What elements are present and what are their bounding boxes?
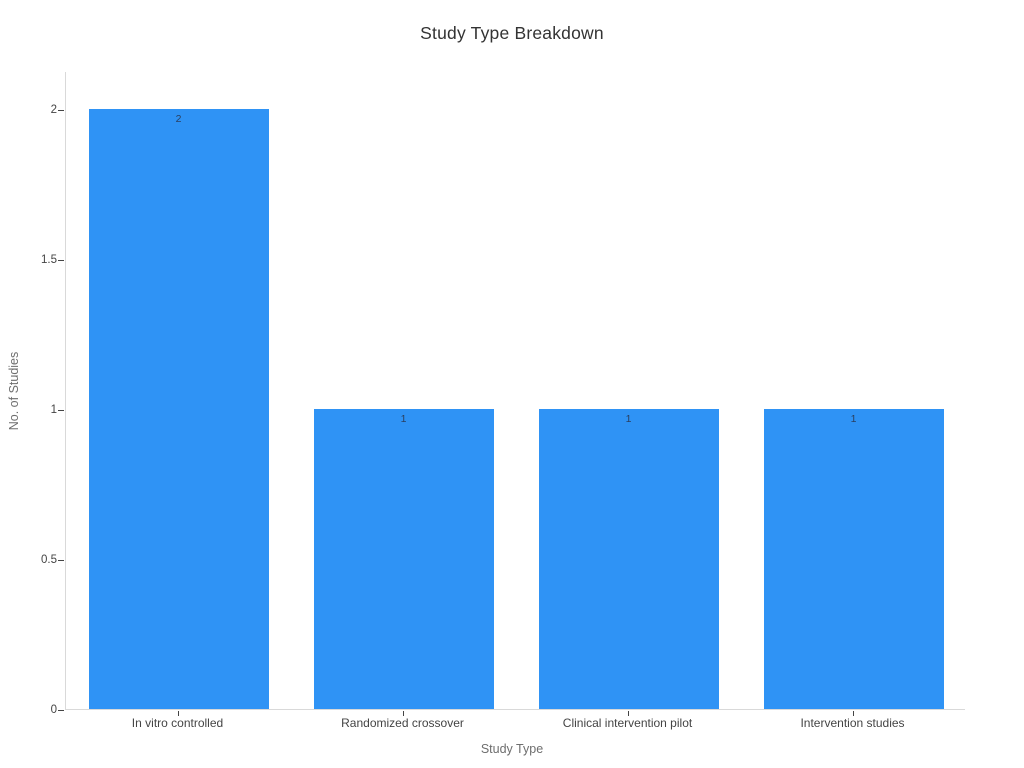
plot-area: 2 1 1 1 <box>65 72 965 710</box>
y-tick-label: 1 <box>50 404 57 417</box>
bar[interactable] <box>88 109 269 709</box>
bar-value-label: 1 <box>400 413 407 426</box>
y-tick-mark <box>58 110 64 112</box>
y-tick-mark <box>58 710 64 711</box>
x-axis-title: Study Type <box>480 742 544 756</box>
x-tick-label: Clinical intervention pilot <box>562 716 693 730</box>
x-tick-label: In vitro controlled <box>131 716 224 730</box>
x-tick-label: Randomized crossover <box>341 716 464 730</box>
x-tick-label: Intervention studies <box>800 716 905 730</box>
y-axis-title: No. of Studies <box>7 351 21 431</box>
bar-value-label: 2 <box>175 113 182 126</box>
y-tick-mark <box>58 260 64 262</box>
y-tick-label: 0 <box>50 704 57 716</box>
y-tick-label: 0.5 <box>41 554 57 567</box>
x-tick-mark <box>852 711 854 716</box>
bar[interactable] <box>538 409 719 709</box>
x-tick-mark <box>177 711 179 716</box>
bar-value-label: 1 <box>625 413 632 426</box>
x-tick-mark <box>402 711 404 716</box>
y-tick-label: 1.5 <box>41 254 57 267</box>
y-tick-label: 2 <box>50 104 57 117</box>
bar[interactable] <box>763 409 944 709</box>
x-tick-mark <box>627 711 629 716</box>
bar-value-label: 1 <box>850 413 857 426</box>
bar[interactable] <box>313 409 494 709</box>
y-tick-mark <box>58 410 64 412</box>
chart-title: Study Type Breakdown <box>420 23 604 43</box>
y-tick-mark <box>58 560 64 562</box>
